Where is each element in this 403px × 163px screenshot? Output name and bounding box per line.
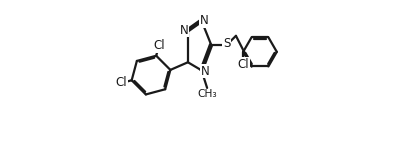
Text: S: S: [223, 37, 231, 50]
Text: Cl: Cl: [116, 76, 127, 89]
Text: Cl: Cl: [237, 58, 249, 71]
Text: CH₃: CH₃: [197, 89, 217, 99]
Text: N: N: [201, 65, 210, 78]
Text: N: N: [200, 14, 209, 27]
Text: Cl: Cl: [153, 39, 165, 52]
Text: N: N: [180, 24, 189, 37]
